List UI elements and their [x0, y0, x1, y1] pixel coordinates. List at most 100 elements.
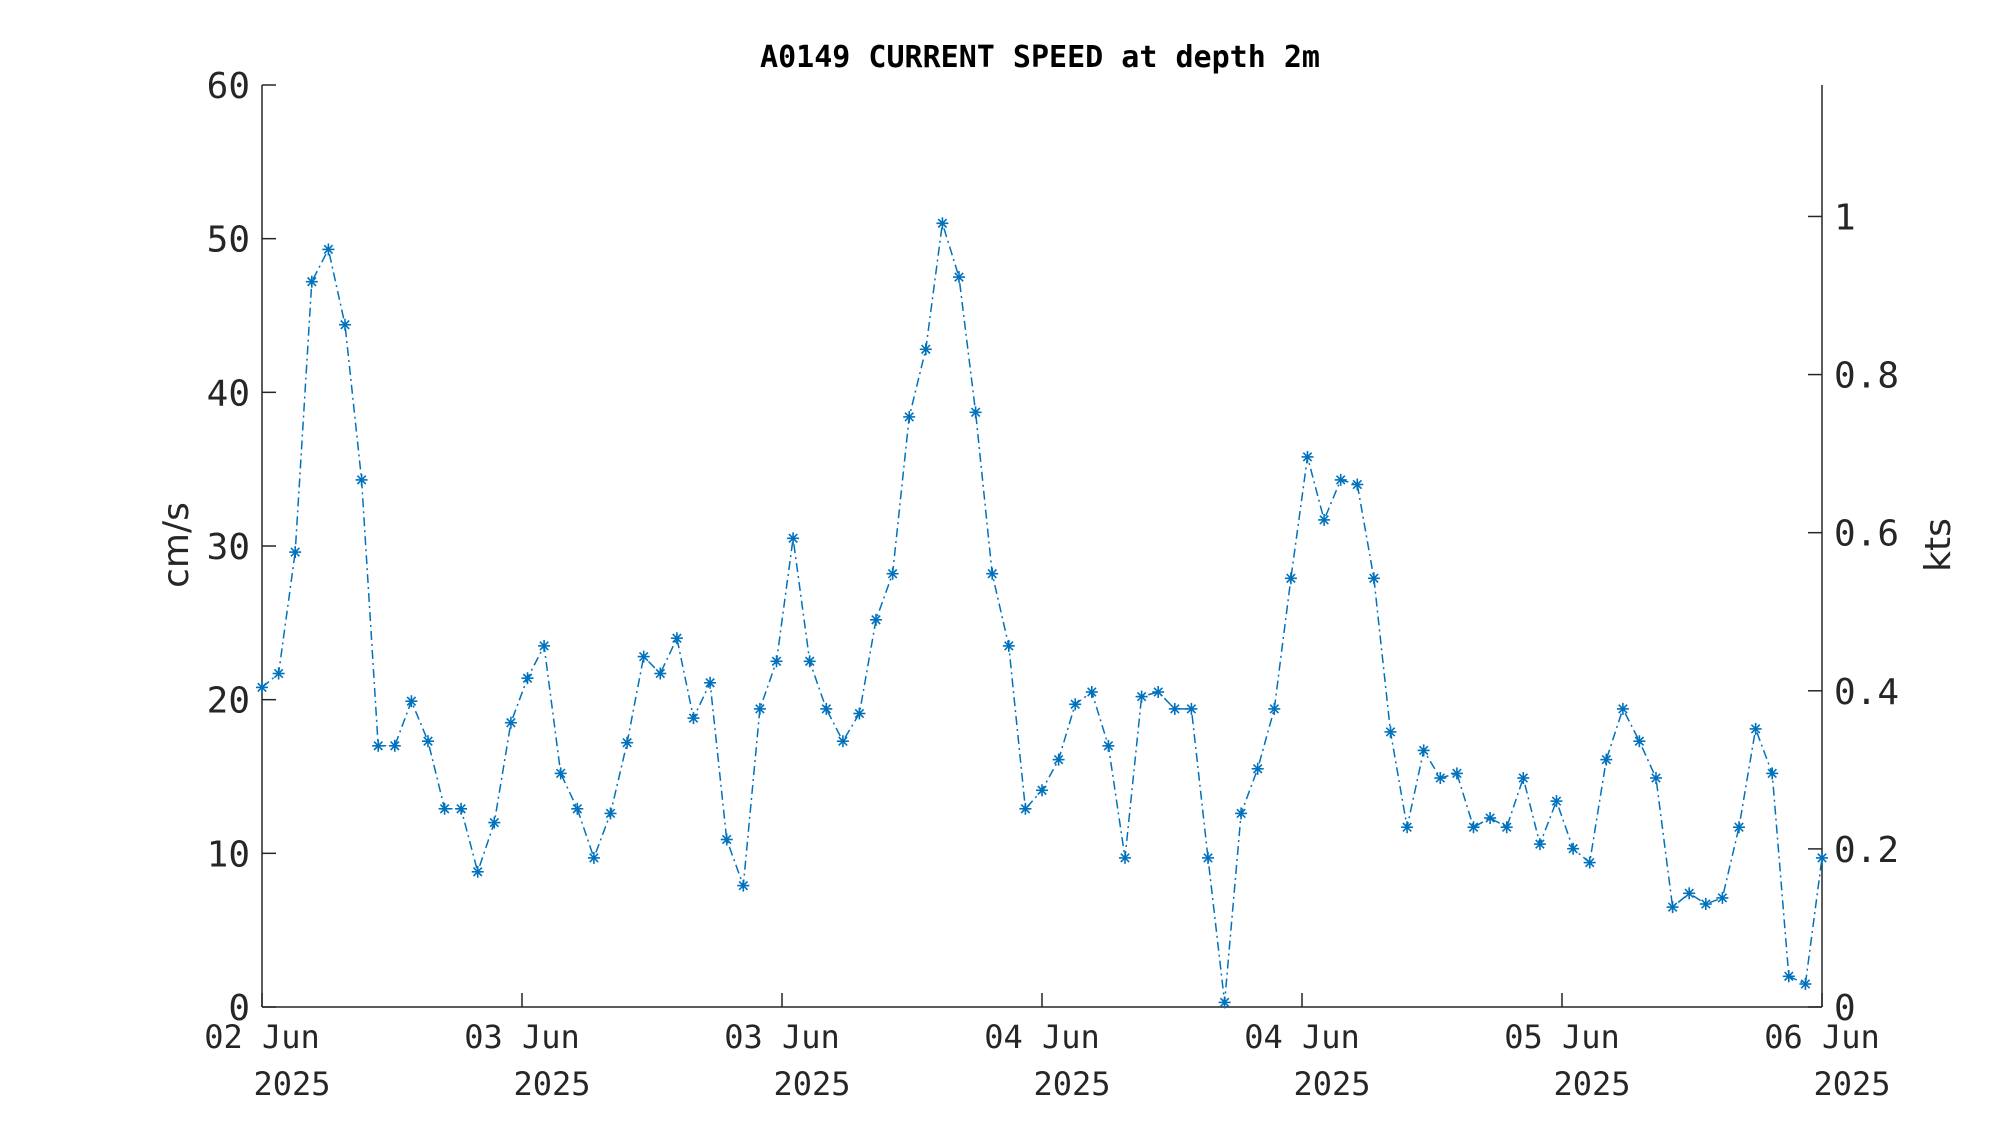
data-point: [969, 406, 982, 419]
x-axis: 02 Jun 2025 03 Jun 2025 03 Jun 2025 04 Jun 2025…: [204, 993, 1891, 1103]
data-point: [753, 702, 766, 715]
series-line: [261, 223, 1823, 1003]
data-point: [737, 879, 750, 892]
data-point: [1782, 970, 1795, 983]
data-point: [1085, 686, 1098, 698]
data-point: [803, 655, 816, 668]
data-point: [1699, 898, 1712, 910]
data-point: [1417, 744, 1430, 757]
data-point: [1766, 767, 1779, 780]
data-point: [405, 695, 418, 708]
data-point: [1733, 821, 1745, 834]
data-point: [1716, 891, 1729, 904]
data-point: [538, 639, 551, 652]
y-tick-label: 30: [207, 527, 250, 568]
data-point: [1533, 838, 1546, 851]
x-tick-label-day: 02 Jun: [204, 1018, 320, 1056]
data-point: [1036, 784, 1048, 797]
data-point: [1434, 772, 1447, 784]
y-tick-label: 20: [207, 681, 250, 722]
data-point: [621, 736, 634, 749]
x-tick-label-day: 04 Jun: [984, 1018, 1100, 1056]
data-point: [372, 739, 385, 752]
left-y-axis: 0 10 20 30 40 50 60: [207, 66, 276, 1029]
data-point: [571, 802, 584, 815]
data-point: [870, 613, 882, 626]
data-point: [1052, 753, 1065, 766]
data-point: [1251, 762, 1264, 775]
y2-tick-label: 0.8: [1834, 356, 1899, 397]
data-point: [488, 816, 501, 829]
data-point: [1567, 842, 1580, 855]
x-tick-label-day: 03 Jun: [724, 1018, 840, 1056]
data-point: [787, 532, 800, 545]
data-point: [919, 343, 932, 356]
data-point: [1235, 807, 1248, 820]
data-point: [1351, 478, 1364, 491]
data-point: [1102, 739, 1115, 752]
data-point: [438, 802, 451, 815]
data-point: [1666, 901, 1679, 914]
series-layer: [256, 217, 1828, 1009]
data-point: [256, 681, 268, 694]
x-tick-label-year: 2025: [1293, 1065, 1370, 1103]
data-point: [836, 735, 849, 748]
right-y-axis: 0 0.2 0.4 0.6 0.8 1: [1808, 197, 1899, 1029]
data-point: [1600, 753, 1613, 766]
data-point: [554, 767, 567, 780]
data-point: [720, 833, 733, 846]
data-point: [1749, 722, 1762, 735]
data-point: [1218, 996, 1231, 1009]
x-tick-label-year: 2025: [513, 1065, 590, 1103]
data-point: [1318, 513, 1331, 526]
data-point: [587, 851, 600, 864]
data-point: [339, 318, 351, 331]
data-point: [1268, 702, 1281, 715]
data-point: [422, 735, 434, 748]
data-point: [1019, 802, 1032, 815]
data-point: [1799, 978, 1812, 990]
x-tick-label-year: 2025: [1813, 1065, 1890, 1103]
y2-axis-label: kts: [1918, 518, 1959, 572]
data-point: [1683, 887, 1696, 900]
data-point: [272, 667, 285, 680]
x-tick-label-year: 2025: [773, 1065, 850, 1103]
data-point: [704, 676, 717, 689]
data-point: [455, 802, 468, 815]
data-point: [355, 473, 368, 486]
data-point: [687, 712, 700, 725]
data-point: [1002, 639, 1015, 652]
data-point: [1450, 767, 1463, 780]
y-tick-label: 40: [207, 373, 250, 414]
data-point: [1517, 772, 1530, 784]
x-tick-label-year: 2025: [1033, 1065, 1110, 1103]
data-point: [936, 217, 949, 230]
data-point: [1583, 856, 1596, 869]
data-point: [1367, 572, 1380, 585]
data-point: [953, 271, 965, 284]
y2-tick-label: 0.6: [1834, 514, 1899, 555]
data-point: [1467, 821, 1480, 834]
y2-tick-label: 0.2: [1834, 830, 1899, 871]
data-point: [322, 243, 335, 256]
chart-title: A0149 CURRENT SPEED at depth 2m: [760, 40, 1320, 75]
y-tick-label: 10: [207, 834, 250, 875]
data-point: [654, 667, 667, 680]
data-point: [820, 702, 833, 715]
data-point: [521, 672, 534, 685]
x-tick-label-day: 03 Jun: [464, 1018, 580, 1056]
data-point: [1284, 572, 1297, 585]
data-point: [471, 865, 484, 878]
data-point: [770, 655, 783, 668]
y2-tick-label: 1: [1834, 197, 1856, 238]
data-point: [1334, 473, 1347, 486]
x-tick-label-day: 06 Jun: [1764, 1018, 1880, 1056]
y-tick-label: 60: [207, 66, 250, 107]
data-point: [1135, 690, 1148, 703]
data-point: [1119, 851, 1131, 864]
data-point: [670, 632, 683, 645]
x-tick-label-day: 04 Jun: [1244, 1018, 1360, 1056]
x-tick-label-year: 2025: [1553, 1065, 1630, 1103]
